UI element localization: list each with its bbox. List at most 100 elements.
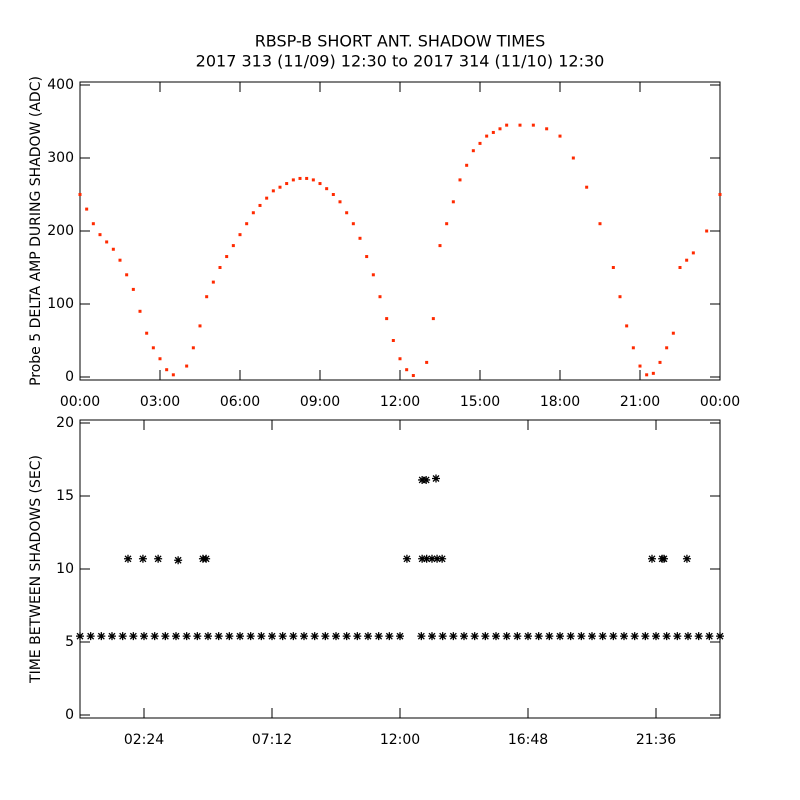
point — [425, 360, 429, 364]
point — [417, 632, 426, 641]
point — [174, 556, 183, 565]
point — [577, 632, 586, 641]
point — [449, 632, 458, 641]
point — [182, 632, 191, 641]
point — [353, 632, 362, 641]
point — [311, 178, 315, 182]
point — [631, 346, 635, 350]
point — [611, 266, 615, 269]
point — [505, 123, 509, 127]
point — [545, 127, 549, 131]
y-tick-label: 200 — [47, 223, 74, 239]
point — [648, 554, 656, 563]
point — [598, 222, 602, 226]
point — [588, 632, 596, 641]
point — [458, 178, 462, 182]
point — [124, 554, 132, 563]
point — [385, 317, 389, 321]
point — [502, 632, 511, 641]
y-axis-label: TIME BETWEEN SHADOWS (SEC) — [28, 455, 44, 684]
point — [433, 554, 442, 563]
y-axis-label: Probe 5 DELTA AMP DURING SHADOW (ADC) — [28, 76, 44, 386]
point — [251, 211, 255, 215]
point — [398, 357, 402, 361]
point — [618, 295, 622, 299]
point — [556, 632, 564, 641]
point — [432, 474, 440, 483]
point — [204, 632, 212, 641]
point — [411, 374, 415, 378]
point — [118, 258, 122, 262]
point — [105, 240, 109, 244]
point — [620, 632, 628, 641]
point — [428, 554, 436, 563]
y-tick-label: 20 — [56, 415, 74, 431]
point — [470, 632, 479, 641]
point — [374, 632, 383, 641]
x-tick-label: 02:24 — [124, 732, 164, 748]
point — [524, 632, 532, 641]
point — [531, 123, 535, 127]
point — [385, 632, 394, 641]
point — [438, 554, 447, 563]
point — [471, 149, 475, 153]
point — [609, 632, 618, 641]
point — [518, 123, 522, 127]
point — [151, 346, 155, 350]
point — [138, 554, 147, 563]
point — [641, 632, 650, 641]
point — [140, 632, 148, 641]
y-tick-label: 10 — [56, 561, 74, 577]
y-tick-label: 15 — [56, 488, 74, 504]
point — [245, 222, 249, 226]
point — [305, 176, 309, 180]
point — [91, 222, 95, 226]
point — [150, 632, 159, 641]
point — [545, 632, 554, 641]
point — [154, 554, 163, 563]
point — [660, 554, 668, 563]
point — [258, 203, 262, 207]
point — [331, 193, 335, 196]
point — [658, 360, 662, 364]
point — [351, 222, 355, 226]
point — [684, 632, 692, 641]
point — [185, 364, 189, 368]
point — [278, 185, 282, 189]
point — [365, 255, 369, 259]
point — [76, 632, 84, 641]
point — [218, 266, 222, 269]
point — [571, 156, 575, 160]
point — [465, 163, 469, 167]
point — [651, 371, 655, 375]
point — [438, 632, 447, 641]
point — [78, 193, 82, 196]
point — [131, 287, 135, 291]
point — [310, 632, 319, 641]
point — [422, 475, 431, 484]
point — [129, 632, 138, 641]
x-tick-label: 18:00 — [540, 394, 580, 410]
plot-frame — [79, 81, 721, 381]
point — [325, 187, 329, 191]
point — [705, 229, 709, 233]
point — [98, 233, 102, 237]
point — [405, 368, 409, 372]
x-tick-label: 12:00 — [380, 394, 420, 410]
point — [671, 331, 675, 335]
point — [231, 244, 235, 248]
point — [300, 632, 308, 641]
point — [125, 273, 129, 277]
point — [585, 185, 589, 189]
x-tick-label: 16:48 — [508, 732, 548, 748]
point — [630, 632, 639, 641]
y-tick-label: 400 — [47, 77, 74, 93]
point — [598, 632, 607, 641]
x-tick-label: 03:00 — [140, 394, 180, 410]
point — [172, 632, 180, 641]
point — [396, 632, 404, 641]
point — [662, 632, 671, 641]
point — [492, 632, 500, 641]
point — [358, 236, 362, 240]
